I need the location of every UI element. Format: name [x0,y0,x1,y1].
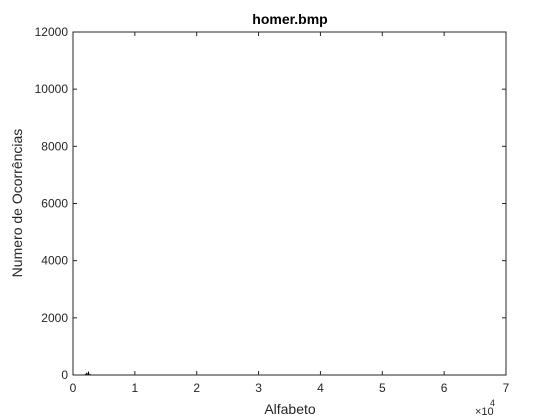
x-axis-label: Alfabeto [264,401,316,417]
x-tick-label: 6 [441,381,448,395]
y-axis-ticks: 0 2000 4000 6000 8000 10000 12000 [35,25,506,382]
y-tick-label: 6000 [41,197,68,211]
chart-title: homer.bmp [252,11,327,27]
plot-area [73,32,506,375]
x-axis-ticks: 0 1 2 3 4 5 6 7 [70,32,510,395]
y-tick-label: 12000 [35,25,69,39]
y-tick-label: 8000 [41,139,68,153]
x-tick-label: 5 [379,381,386,395]
x-tick-label: 4 [317,381,324,395]
y-tick-label: 0 [61,368,68,382]
y-axis-label: Numero de Ocorrências [9,129,25,278]
x-tick-label: 7 [503,381,510,395]
x-exponent-power: 4 [490,398,495,408]
x-tick-label: 3 [255,381,262,395]
x-tick-label: 0 [70,381,77,395]
x-exponent-base: ×10 [475,406,494,418]
x-tick-label: 2 [193,381,200,395]
x-tick-label: 1 [132,381,139,395]
y-tick-label: 2000 [41,311,68,325]
y-tick-label: 10000 [35,82,69,96]
y-tick-label: 4000 [41,254,68,268]
